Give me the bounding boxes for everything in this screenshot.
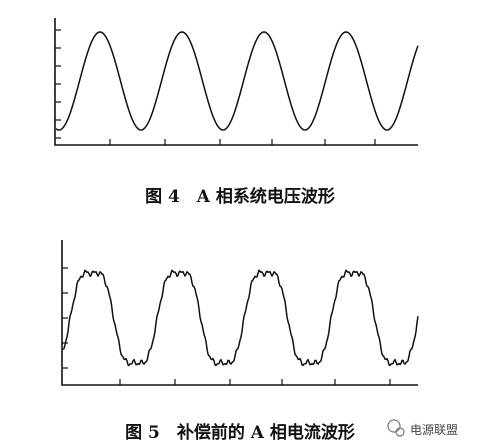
figure-caption: 图 4 A 相系统电压波形 <box>145 186 335 207</box>
figure-4-plot <box>54 18 419 146</box>
ticks <box>55 29 376 145</box>
ticks <box>62 267 391 385</box>
watermark: 电源联盟 <box>387 419 458 437</box>
figure-caption: 图 5 补偿前的 A 相电流波形 <box>125 422 355 443</box>
current-waveform <box>62 269 419 367</box>
watermark-icon <box>395 427 405 437</box>
voltage-waveform <box>55 31 419 131</box>
figure-5-plot <box>61 240 419 386</box>
axes <box>61 240 418 386</box>
axes <box>54 18 418 146</box>
watermark-text: 电源联盟 <box>410 423 458 437</box>
watermark-icon <box>387 419 401 433</box>
